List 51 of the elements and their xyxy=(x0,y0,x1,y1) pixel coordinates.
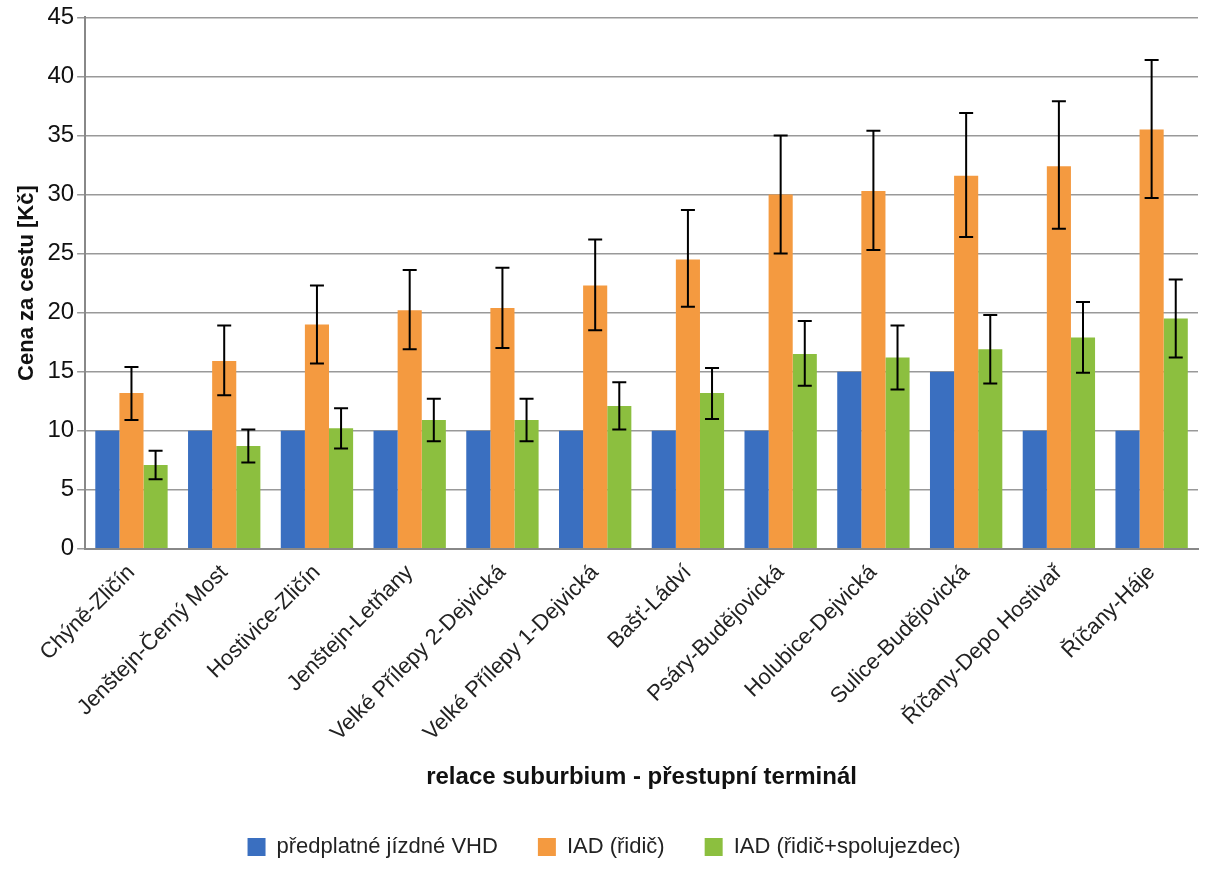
bar xyxy=(514,420,539,549)
bar xyxy=(143,464,168,549)
y-tick-label: 35 xyxy=(47,120,75,148)
bar xyxy=(792,353,817,549)
bar xyxy=(212,361,237,549)
legend-label: předplatné jízdné VHD xyxy=(276,833,498,859)
y-tick-label: 10 xyxy=(47,415,75,443)
bar xyxy=(490,307,515,549)
legend-label: IAD (řidič) xyxy=(566,833,665,859)
bar xyxy=(119,392,144,549)
bar xyxy=(188,430,213,549)
bar xyxy=(1139,129,1164,549)
bar xyxy=(397,310,422,549)
bar xyxy=(236,446,261,549)
bar xyxy=(559,430,584,549)
bar xyxy=(675,259,700,549)
y-tick-label: 15 xyxy=(47,356,75,384)
y-tick-label: 20 xyxy=(47,297,75,325)
bar xyxy=(304,324,330,549)
bar xyxy=(1070,337,1096,549)
y-axis-title: Cena za cestu [Kč] xyxy=(13,185,39,381)
bar xyxy=(699,392,725,549)
y-tick-label: 25 xyxy=(47,238,75,266)
bar xyxy=(837,371,862,549)
legend-label: IAD (řidič+spolujezdec) xyxy=(733,833,961,859)
bar xyxy=(1115,430,1140,549)
bar xyxy=(978,349,1003,549)
bar xyxy=(95,430,120,549)
y-tick-label: 40 xyxy=(47,61,75,89)
bar xyxy=(954,175,979,549)
bar xyxy=(280,430,305,549)
bar xyxy=(607,405,632,549)
bar xyxy=(466,430,491,549)
bar xyxy=(885,357,910,549)
bar xyxy=(329,428,354,549)
bar xyxy=(1022,430,1047,549)
bar xyxy=(861,190,886,549)
y-tick-label: 30 xyxy=(47,179,75,207)
bar xyxy=(651,430,676,549)
bar xyxy=(744,430,769,549)
y-tick-label: 0 xyxy=(60,533,75,561)
x-axis-title: relace suburbium - přestupní terminál xyxy=(426,762,857,790)
y-tick-label: 45 xyxy=(47,2,75,30)
bar xyxy=(1163,318,1188,549)
bar xyxy=(421,420,446,549)
bar xyxy=(768,194,793,549)
bar xyxy=(583,285,608,549)
bar xyxy=(373,430,398,549)
y-tick-label: 5 xyxy=(60,474,75,502)
bar xyxy=(929,371,955,549)
bar xyxy=(1046,166,1071,549)
